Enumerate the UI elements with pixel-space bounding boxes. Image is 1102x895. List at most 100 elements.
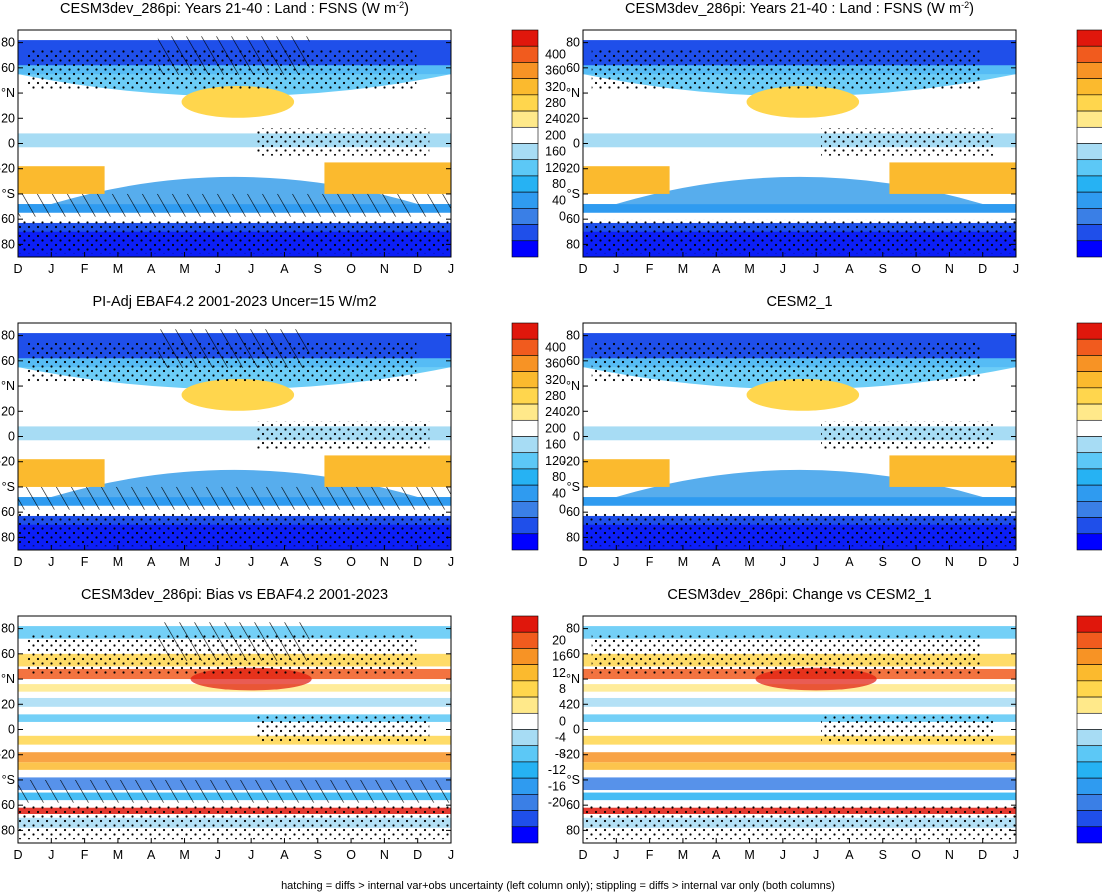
- colorbar-swatch: [511, 745, 539, 763]
- panel-r2c0: CESM3dev_286pi: Bias vs EBAF4.2 2001-202…: [0, 587, 566, 862]
- x-tick-label: F: [81, 262, 89, 276]
- colorbar-swatch: [1076, 615, 1102, 633]
- colorbar-label: -20: [548, 795, 566, 809]
- colorbar-label: 360: [545, 64, 566, 78]
- colorbar-label: 0: [559, 714, 566, 728]
- x-tick-label: J: [215, 848, 221, 862]
- x-tick-label: D: [413, 848, 422, 862]
- x-tick-label: A: [845, 555, 854, 569]
- x-tick-label: J: [248, 848, 254, 862]
- x-tick-label: S: [314, 555, 322, 569]
- colorbar-swatch: [511, 501, 539, 518]
- x-tick-label: J: [780, 848, 786, 862]
- colorbar-swatch: [511, 484, 539, 502]
- x-tick-label: N: [380, 555, 389, 569]
- y-tick-label: 60: [566, 212, 580, 226]
- x-tick-label: O: [911, 555, 921, 569]
- x-tick-label: A: [712, 555, 721, 569]
- y-tick-label: °N: [1, 379, 15, 393]
- x-tick-label: A: [147, 262, 156, 276]
- x-tick-label: J: [613, 262, 619, 276]
- colorbar-swatch: [1076, 680, 1102, 698]
- colorbar-swatch: [511, 533, 539, 551]
- y-tick-label: °S: [2, 773, 15, 787]
- colorbar-swatch: [511, 826, 539, 844]
- colorbar-swatch: [511, 648, 539, 665]
- colorbar-swatch: [511, 777, 539, 795]
- x-tick-label: S: [879, 555, 887, 569]
- colorbar-label: 80: [552, 177, 566, 191]
- colorbar-label: 12: [552, 666, 566, 680]
- x-tick-label: D: [413, 262, 422, 276]
- colorbar-swatch: [511, 680, 539, 698]
- x-tick-label: J: [448, 555, 454, 569]
- x-tick-label: S: [879, 848, 887, 862]
- x-tick-label: N: [380, 848, 389, 862]
- x-tick-label: F: [81, 848, 89, 862]
- colorbar-label: 120: [545, 161, 566, 175]
- y-tick-label: 80: [566, 36, 580, 50]
- colorbar-swatch: [1076, 648, 1102, 665]
- panel-title: PI-Adj EBAF4.2 2001-2023 Uncer=15 W/m2: [92, 294, 376, 310]
- x-tick-label: M: [678, 848, 688, 862]
- x-tick-label: J: [248, 555, 254, 569]
- x-tick-label: F: [646, 848, 654, 862]
- x-tick-label: D: [978, 555, 987, 569]
- x-tick-label: J: [48, 848, 54, 862]
- colorbar-swatch: [1076, 62, 1102, 79]
- x-tick-label: N: [945, 262, 954, 276]
- y-tick-label: °N: [1, 672, 15, 686]
- y-tick-label: °S: [2, 480, 15, 494]
- colorbar-swatch: [511, 62, 539, 79]
- field-r2c0: [18, 616, 451, 843]
- colorbar-label: 320: [545, 80, 566, 94]
- colorbar-swatch: [1076, 468, 1102, 486]
- x-tick-label: A: [712, 262, 721, 276]
- x-tick-label: O: [346, 555, 356, 569]
- x-tick-label: J: [613, 848, 619, 862]
- colorbar-swatch: [511, 664, 539, 682]
- y-tick-label: 80: [566, 622, 580, 636]
- colorbar-swatch: [1076, 631, 1102, 649]
- x-tick-label: S: [879, 262, 887, 276]
- colorbar-swatch: [511, 355, 539, 372]
- colorbar-label: 8: [559, 682, 566, 696]
- colorbar-swatch: [1076, 191, 1102, 209]
- x-tick-label: M: [744, 848, 754, 862]
- colorbar-swatch: [511, 468, 539, 486]
- x-tick-label: J: [780, 262, 786, 276]
- colorbar-swatch: [511, 29, 539, 47]
- x-tick-label: A: [845, 262, 854, 276]
- colorbar-swatch: [1076, 240, 1102, 258]
- colorbar-label: 120: [545, 454, 566, 468]
- y-tick-label: -20: [562, 748, 580, 762]
- field-r1c0: [18, 323, 451, 550]
- colorbar-swatch: [1076, 143, 1102, 161]
- colorbar-label: 400: [545, 47, 566, 61]
- panel-title: CESM3dev_286pi: Years 21-40 : Land : FSN…: [625, 0, 974, 17]
- x-tick-label: O: [346, 848, 356, 862]
- y-tick-label: 20: [566, 111, 580, 125]
- colorbar-label: 320: [545, 373, 566, 387]
- colorbar-swatch: [1076, 501, 1102, 518]
- y-tick-label: 80: [1, 237, 15, 251]
- y-tick-label: 20: [566, 697, 580, 711]
- y-tick-label: -20: [562, 455, 580, 469]
- y-tick-label: 60: [566, 647, 580, 661]
- colorbar-swatch: [511, 94, 539, 112]
- y-tick-label: 60: [1, 354, 15, 368]
- y-tick-label: 80: [566, 530, 580, 544]
- x-tick-label: A: [147, 848, 156, 862]
- colorbar-swatch: [1076, 452, 1102, 470]
- colorbar-label: -8: [555, 747, 566, 761]
- colorbar-label: 4: [559, 698, 566, 712]
- colorbar-swatch: [1076, 729, 1102, 747]
- panel-title: CESM3dev_286pi: Years 21-40 : Land : FSN…: [60, 0, 409, 17]
- panel-r1c1: CESM2_1 80 60 °N 20 0 -20 °S 60 80 D J F M A M J J A S O N D J 4…: [562, 294, 1102, 569]
- colorbar-swatch: [511, 45, 539, 63]
- y-tick-label: 60: [566, 61, 580, 75]
- y-tick-label: 20: [1, 697, 15, 711]
- x-tick-label: J: [813, 555, 819, 569]
- x-tick-label: F: [646, 262, 654, 276]
